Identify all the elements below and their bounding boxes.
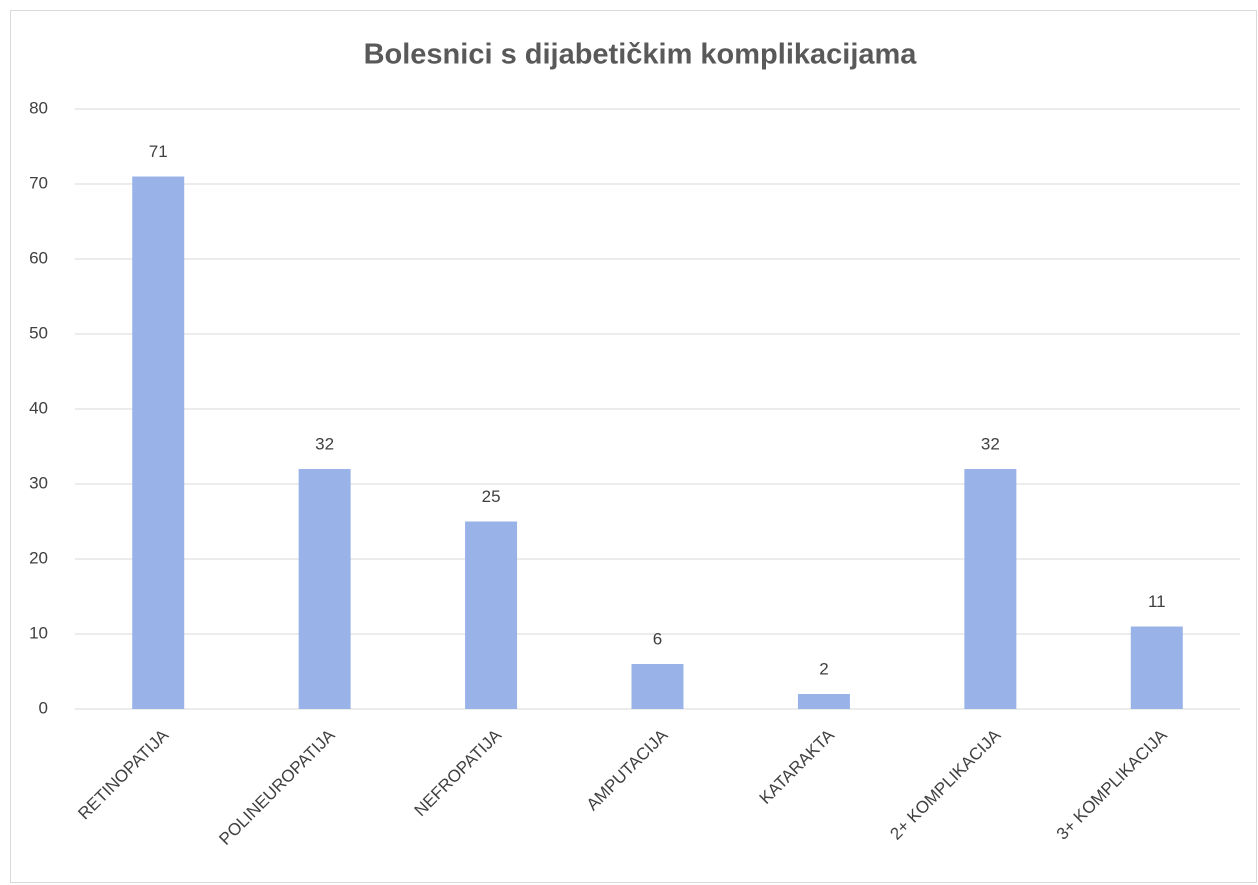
y-tick-label: 40 <box>29 398 48 417</box>
chart-title: Bolesnici s dijabetičkim komplikacijama <box>364 39 918 71</box>
data-label: 71 <box>149 142 168 161</box>
bar <box>298 469 351 709</box>
bar <box>132 176 185 709</box>
y-tick-label: 30 <box>29 473 48 492</box>
chart-border <box>10 10 1257 883</box>
bar <box>797 694 850 709</box>
y-tick-label: 20 <box>29 548 48 567</box>
bar <box>1130 626 1183 709</box>
bar <box>465 521 518 709</box>
y-tick-label: 0 <box>39 698 48 717</box>
data-label: 2 <box>819 659 828 678</box>
data-label: 25 <box>482 487 501 506</box>
y-tick-label: 60 <box>29 248 48 267</box>
bar <box>631 664 684 709</box>
data-label: 6 <box>653 629 662 648</box>
y-tick-label: 80 <box>29 98 48 117</box>
data-label: 32 <box>315 434 334 453</box>
data-label: 32 <box>981 434 1000 453</box>
bar <box>964 469 1017 709</box>
data-label: 11 <box>1148 592 1166 611</box>
y-tick-label: 70 <box>29 173 48 192</box>
y-tick-label: 50 <box>29 323 48 342</box>
y-tick-label: 10 <box>29 623 48 642</box>
